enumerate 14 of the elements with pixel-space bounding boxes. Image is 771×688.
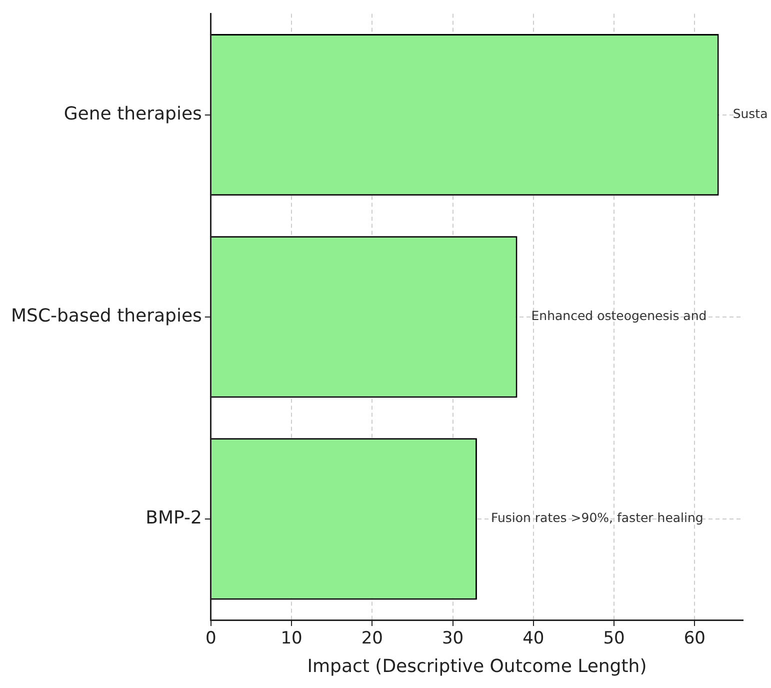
y-tick-label: MSC-based therapies xyxy=(10,306,202,327)
y-tick-label: Gene therapies xyxy=(64,104,202,125)
x-tick-label: 20 xyxy=(361,628,383,649)
x-axis-title: Impact (Descriptive Outcome Length) xyxy=(307,656,647,677)
x-tick-label: 0 xyxy=(206,628,216,649)
x-tick-label: 60 xyxy=(684,628,706,649)
x-tick-label: 50 xyxy=(603,628,625,649)
x-tick-label: 10 xyxy=(280,628,302,649)
x-tick-label: 40 xyxy=(522,628,544,649)
y-tick-label: BMP-2 xyxy=(146,508,202,529)
annotation: Fusion rates >90%, faster healing xyxy=(490,510,704,526)
x-tick-label: 30 xyxy=(442,628,464,649)
annotation: Enhanced osteogenesis and xyxy=(531,308,707,324)
annotation: Susta xyxy=(732,106,768,122)
